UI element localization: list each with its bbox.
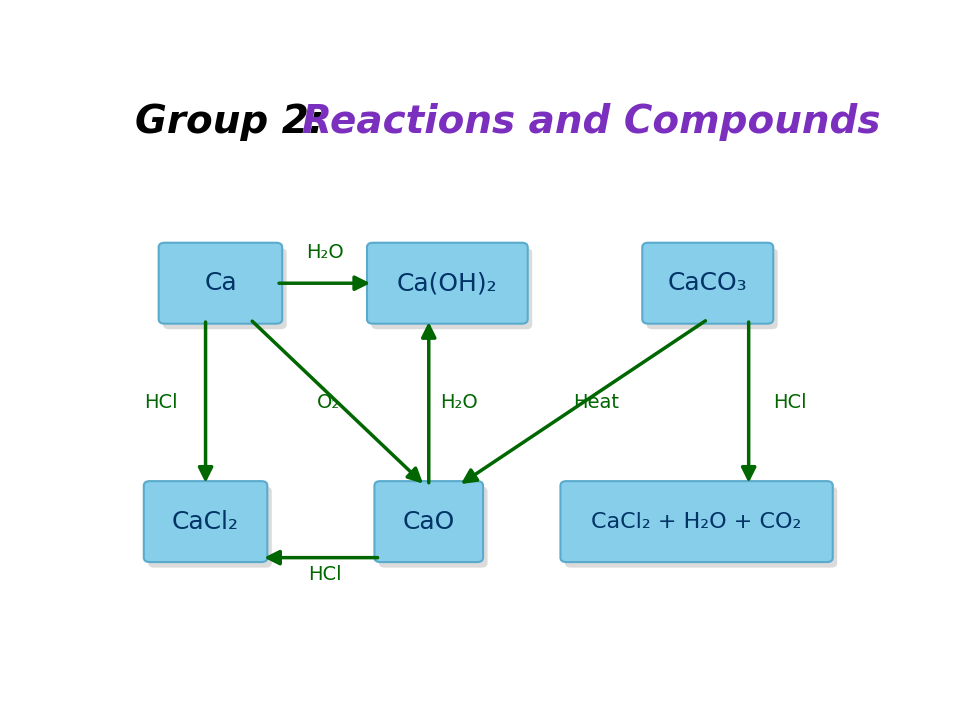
Text: CaCO₃: CaCO₃ [668,271,748,295]
FancyBboxPatch shape [367,243,528,324]
FancyBboxPatch shape [379,487,488,567]
Text: H₂O: H₂O [305,243,344,262]
Text: O₂: O₂ [317,393,340,412]
FancyBboxPatch shape [374,481,483,562]
Text: Group 2:: Group 2: [134,103,338,141]
Text: HCl: HCl [144,393,178,412]
Text: CaO: CaO [402,510,455,534]
Text: CaCl₂: CaCl₂ [172,510,239,534]
FancyBboxPatch shape [647,248,778,329]
Text: CaCl₂ + H₂O + CO₂: CaCl₂ + H₂O + CO₂ [591,512,802,531]
FancyBboxPatch shape [564,487,837,567]
FancyBboxPatch shape [144,481,267,562]
Text: H₂O: H₂O [440,393,477,412]
FancyBboxPatch shape [148,487,272,567]
Text: Reactions and Compounds: Reactions and Compounds [302,103,880,141]
FancyBboxPatch shape [163,248,287,329]
FancyBboxPatch shape [372,248,532,329]
Text: HCl: HCl [308,564,342,584]
Text: Ca(OH)₂: Ca(OH)₂ [397,271,497,295]
FancyBboxPatch shape [561,481,832,562]
Text: Heat: Heat [573,393,619,412]
Text: HCl: HCl [773,393,806,412]
FancyBboxPatch shape [642,243,773,324]
FancyBboxPatch shape [158,243,282,324]
Text: Ca: Ca [204,271,237,295]
